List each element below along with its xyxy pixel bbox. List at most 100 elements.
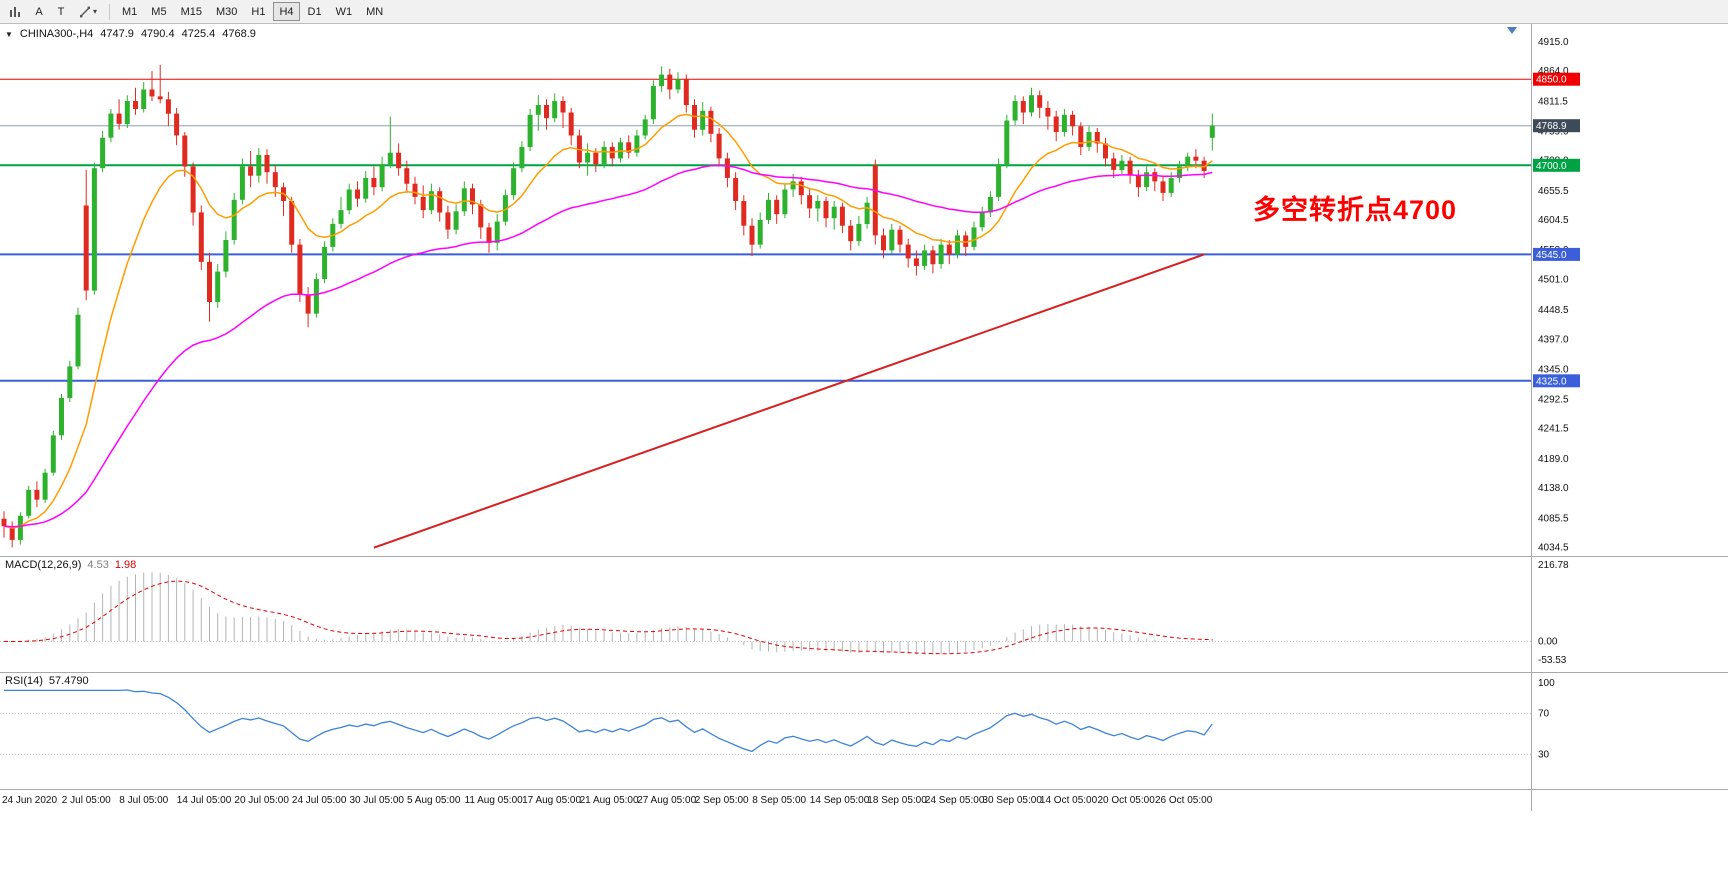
chart-header: ▼ CHINA300-,H4 4747.9 4790.4 4725.4 4768… — [5, 28, 256, 40]
time-label: 11 Aug 05:00 — [465, 795, 524, 806]
time-label: 24 Sep 05:00 — [925, 795, 985, 806]
trendline[interactable] — [373, 253, 1205, 549]
time-label: 14 Oct 05:00 — [1040, 795, 1098, 806]
price-tick-label: 4138.0 — [1538, 483, 1569, 494]
rsi-pane[interactable]: 100 70 30 RSI(14) 57.4790 — [0, 672, 1728, 789]
macd-chart-canvas[interactable]: 216.78 0.00 -53.53 — [0, 557, 1728, 672]
macd-tick-label: 0.00 — [1538, 636, 1558, 647]
high-value: 4790.4 — [140, 28, 175, 40]
cursor-a-button[interactable]: A — [29, 2, 49, 21]
dropdown-caret-icon: ▾ — [93, 7, 98, 16]
timeframe-h4-button[interactable]: H4 — [273, 2, 300, 21]
price-chart-canvas[interactable]: 4915.04864.04811.54759.04708.04655.54604… — [0, 24, 1728, 556]
rsi-tick-label: 100 — [1538, 678, 1555, 689]
rsi-chart-canvas[interactable]: 100 70 30 — [0, 673, 1728, 789]
chart-bars-icon — [10, 6, 20, 17]
macd-pane[interactable]: 216.78 0.00 -53.53 MACD(12,26,9) 4.53 1.98 — [0, 556, 1728, 672]
price-tick-label: 4085.5 — [1538, 513, 1569, 524]
price-tick-label: 4915.0 — [1538, 37, 1569, 48]
rsi-title: RSI(14) 57.4790 — [5, 675, 89, 687]
time-label: 24 Jun 2020 — [2, 795, 57, 806]
macd-title: MACD(12,26,9) 4.53 1.98 — [5, 559, 136, 571]
macd-main-value: 4.53 — [87, 559, 109, 571]
price-pane[interactable]: 4915.04864.04811.54759.04708.04655.54604… — [0, 24, 1728, 556]
macd-tick-label: 216.78 — [1538, 560, 1569, 571]
chart-shift-marker-icon[interactable] — [1507, 27, 1517, 34]
rsi-tick-label: 70 — [1538, 709, 1550, 720]
time-label: 8 Sep 05:00 — [752, 795, 806, 806]
price-tag — [1533, 158, 1580, 172]
time-label: 20 Jul 05:00 — [234, 795, 289, 806]
draw-tools-button[interactable]: ▾ — [73, 2, 103, 21]
timeframe-h1-button[interactable]: H1 — [245, 2, 271, 21]
time-label: 24 Jul 05:00 — [292, 795, 347, 806]
price-tag-label: 4325.0 — [1536, 376, 1567, 387]
time-label: 2 Jul 05:00 — [62, 795, 111, 806]
price-tick-label: 4655.5 — [1538, 186, 1569, 197]
moving-average-13 — [3, 113, 1213, 529]
close-value: 4768.9 — [222, 28, 256, 40]
chart-window: 4915.04864.04811.54759.04708.04655.54604… — [0, 24, 1728, 811]
rsi-label: RSI(14) — [5, 675, 43, 687]
time-label: 14 Jul 05:00 — [177, 795, 232, 806]
text-tool-button[interactable]: T — [51, 2, 71, 21]
price-tag — [1533, 247, 1580, 261]
timeline-canvas: 24 Jun 2020 2 Jul 05:00 8 Jul 05:00 14 Jul … — [2, 790, 1532, 811]
price-tag-label: 4850.0 — [1536, 75, 1567, 86]
time-label: 30 Jul 05:00 — [350, 795, 405, 806]
macd-label: MACD(12,26,9) — [5, 559, 82, 571]
price-tick-label: 4034.5 — [1538, 543, 1569, 554]
time-label: 8 Jul 05:00 — [119, 795, 168, 806]
price-tick-label: 4397.0 — [1538, 334, 1569, 345]
chart-bars-icon-button[interactable] — [3, 2, 27, 21]
time-label: 26 Oct 05:00 — [1155, 795, 1213, 806]
price-tick-label: 4448.5 — [1538, 305, 1569, 316]
low-value: 4725.4 — [181, 28, 216, 40]
time-label: 14 Sep 05:00 — [810, 795, 870, 806]
moving-average-50 — [3, 164, 1213, 528]
trendline-tool-icon — [80, 6, 90, 17]
macd-signal-line — [3, 580, 1213, 655]
timeframe-mn-button[interactable]: MN — [360, 2, 389, 21]
time-label: 27 Aug 05:00 — [637, 795, 696, 806]
price-tag-label: 4545.0 — [1536, 250, 1567, 261]
symbol-menu-icon[interactable]: ▼ — [5, 29, 13, 39]
macd-tick-label: -53.53 — [1538, 655, 1567, 666]
price-tag — [1533, 374, 1580, 388]
annotation-text: 多空转折点4700 — [1253, 195, 1458, 225]
candles — [1, 64, 1215, 548]
timeframe-m15-button[interactable]: M15 — [175, 2, 208, 21]
rsi-tick-label: 30 — [1538, 749, 1550, 760]
time-label: 17 Aug 05:00 — [522, 795, 581, 806]
price-tick-label: 4604.5 — [1538, 215, 1569, 226]
rsi-line — [4, 689, 1213, 753]
timeline[interactable]: 24 Jun 2020 2 Jul 05:00 8 Jul 05:00 14 Jul … — [0, 789, 1728, 811]
time-label: 5 Aug 05:00 — [407, 795, 461, 806]
price-tick-label: 4811.5 — [1538, 96, 1568, 107]
price-tick-label: 4501.0 — [1538, 275, 1569, 286]
macd-signal-value: 1.98 — [114, 559, 137, 571]
rsi-value: 57.4790 — [48, 675, 89, 687]
timeframe-m30-button[interactable]: M30 — [210, 2, 243, 21]
price-tick-label: 4345.0 — [1538, 364, 1569, 375]
price-tick-label: 4864.0 — [1538, 66, 1569, 77]
price-tag — [1533, 119, 1580, 133]
price-tag — [1533, 72, 1580, 86]
toolbar-separator — [109, 3, 111, 20]
price-tick-label: 4241.5 — [1538, 424, 1569, 435]
open-value: 4747.9 — [100, 28, 134, 40]
time-label: 20 Oct 05:00 — [1098, 795, 1156, 806]
symbol-label: CHINA300-,H4 — [19, 28, 94, 40]
price-tag-label: 4768.9 — [1536, 121, 1567, 132]
time-label: 18 Sep 05:00 — [867, 795, 927, 806]
time-label: 30 Sep 05:00 — [982, 795, 1042, 806]
price-tick-label: 4292.5 — [1538, 394, 1569, 405]
timeframe-group: M1 M5 M15 M30 H1 H4 D1 W1 MN — [115, 2, 390, 21]
macd-histogram — [11, 572, 1213, 655]
price-tick-label: 4189.0 — [1538, 454, 1569, 465]
timeframe-d1-button[interactable]: D1 — [302, 2, 328, 21]
timeframe-m1-button[interactable]: M1 — [116, 2, 143, 21]
time-label: 2 Sep 05:00 — [695, 795, 749, 806]
timeframe-m5-button[interactable]: M5 — [145, 2, 172, 21]
timeframe-w1-button[interactable]: W1 — [330, 2, 359, 21]
